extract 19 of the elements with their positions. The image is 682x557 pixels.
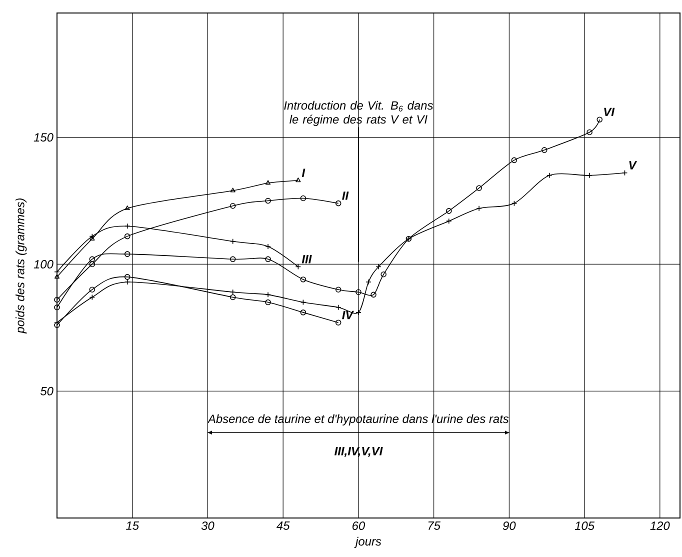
x-tick-label: 105 <box>574 522 595 530</box>
series-label: II <box>342 192 349 200</box>
series-label: I <box>302 168 306 177</box>
y-tick-label: 100 <box>34 260 54 268</box>
y-tick-label: 50 <box>40 386 54 396</box>
series-label: VI <box>604 108 615 116</box>
y-tick-label: 150 <box>34 133 54 142</box>
x-tick-label: 120 <box>650 522 670 530</box>
series-label: III <box>302 255 312 264</box>
x-tick-label: 30 <box>201 522 214 530</box>
y-axis-title: poids des rats (grammes) <box>16 198 27 334</box>
series-label: V <box>629 161 638 170</box>
x-tick-label: 90 <box>502 522 516 530</box>
x-tick-label: 60 <box>352 522 365 530</box>
x-tick-label: 45 <box>276 522 290 530</box>
x-tick-label: 15 <box>126 522 140 530</box>
x-axis-title: jours <box>354 536 382 548</box>
series-label: IV <box>342 310 354 320</box>
x-tick-label: 75 <box>428 522 440 530</box>
